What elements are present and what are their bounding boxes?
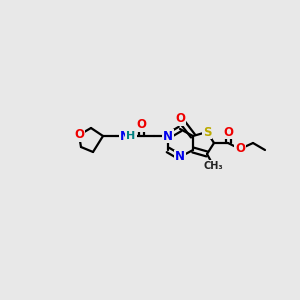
Text: O: O	[74, 128, 84, 142]
Text: O: O	[223, 125, 233, 139]
Text: O: O	[136, 118, 146, 131]
Text: O: O	[175, 112, 185, 125]
Text: N: N	[175, 151, 185, 164]
Text: H: H	[126, 131, 136, 141]
Text: N: N	[163, 130, 173, 142]
Text: H: H	[124, 131, 132, 141]
Text: N: N	[120, 130, 130, 142]
Text: CH₃: CH₃	[203, 161, 223, 171]
Text: O: O	[235, 142, 245, 155]
Text: S: S	[203, 125, 211, 139]
